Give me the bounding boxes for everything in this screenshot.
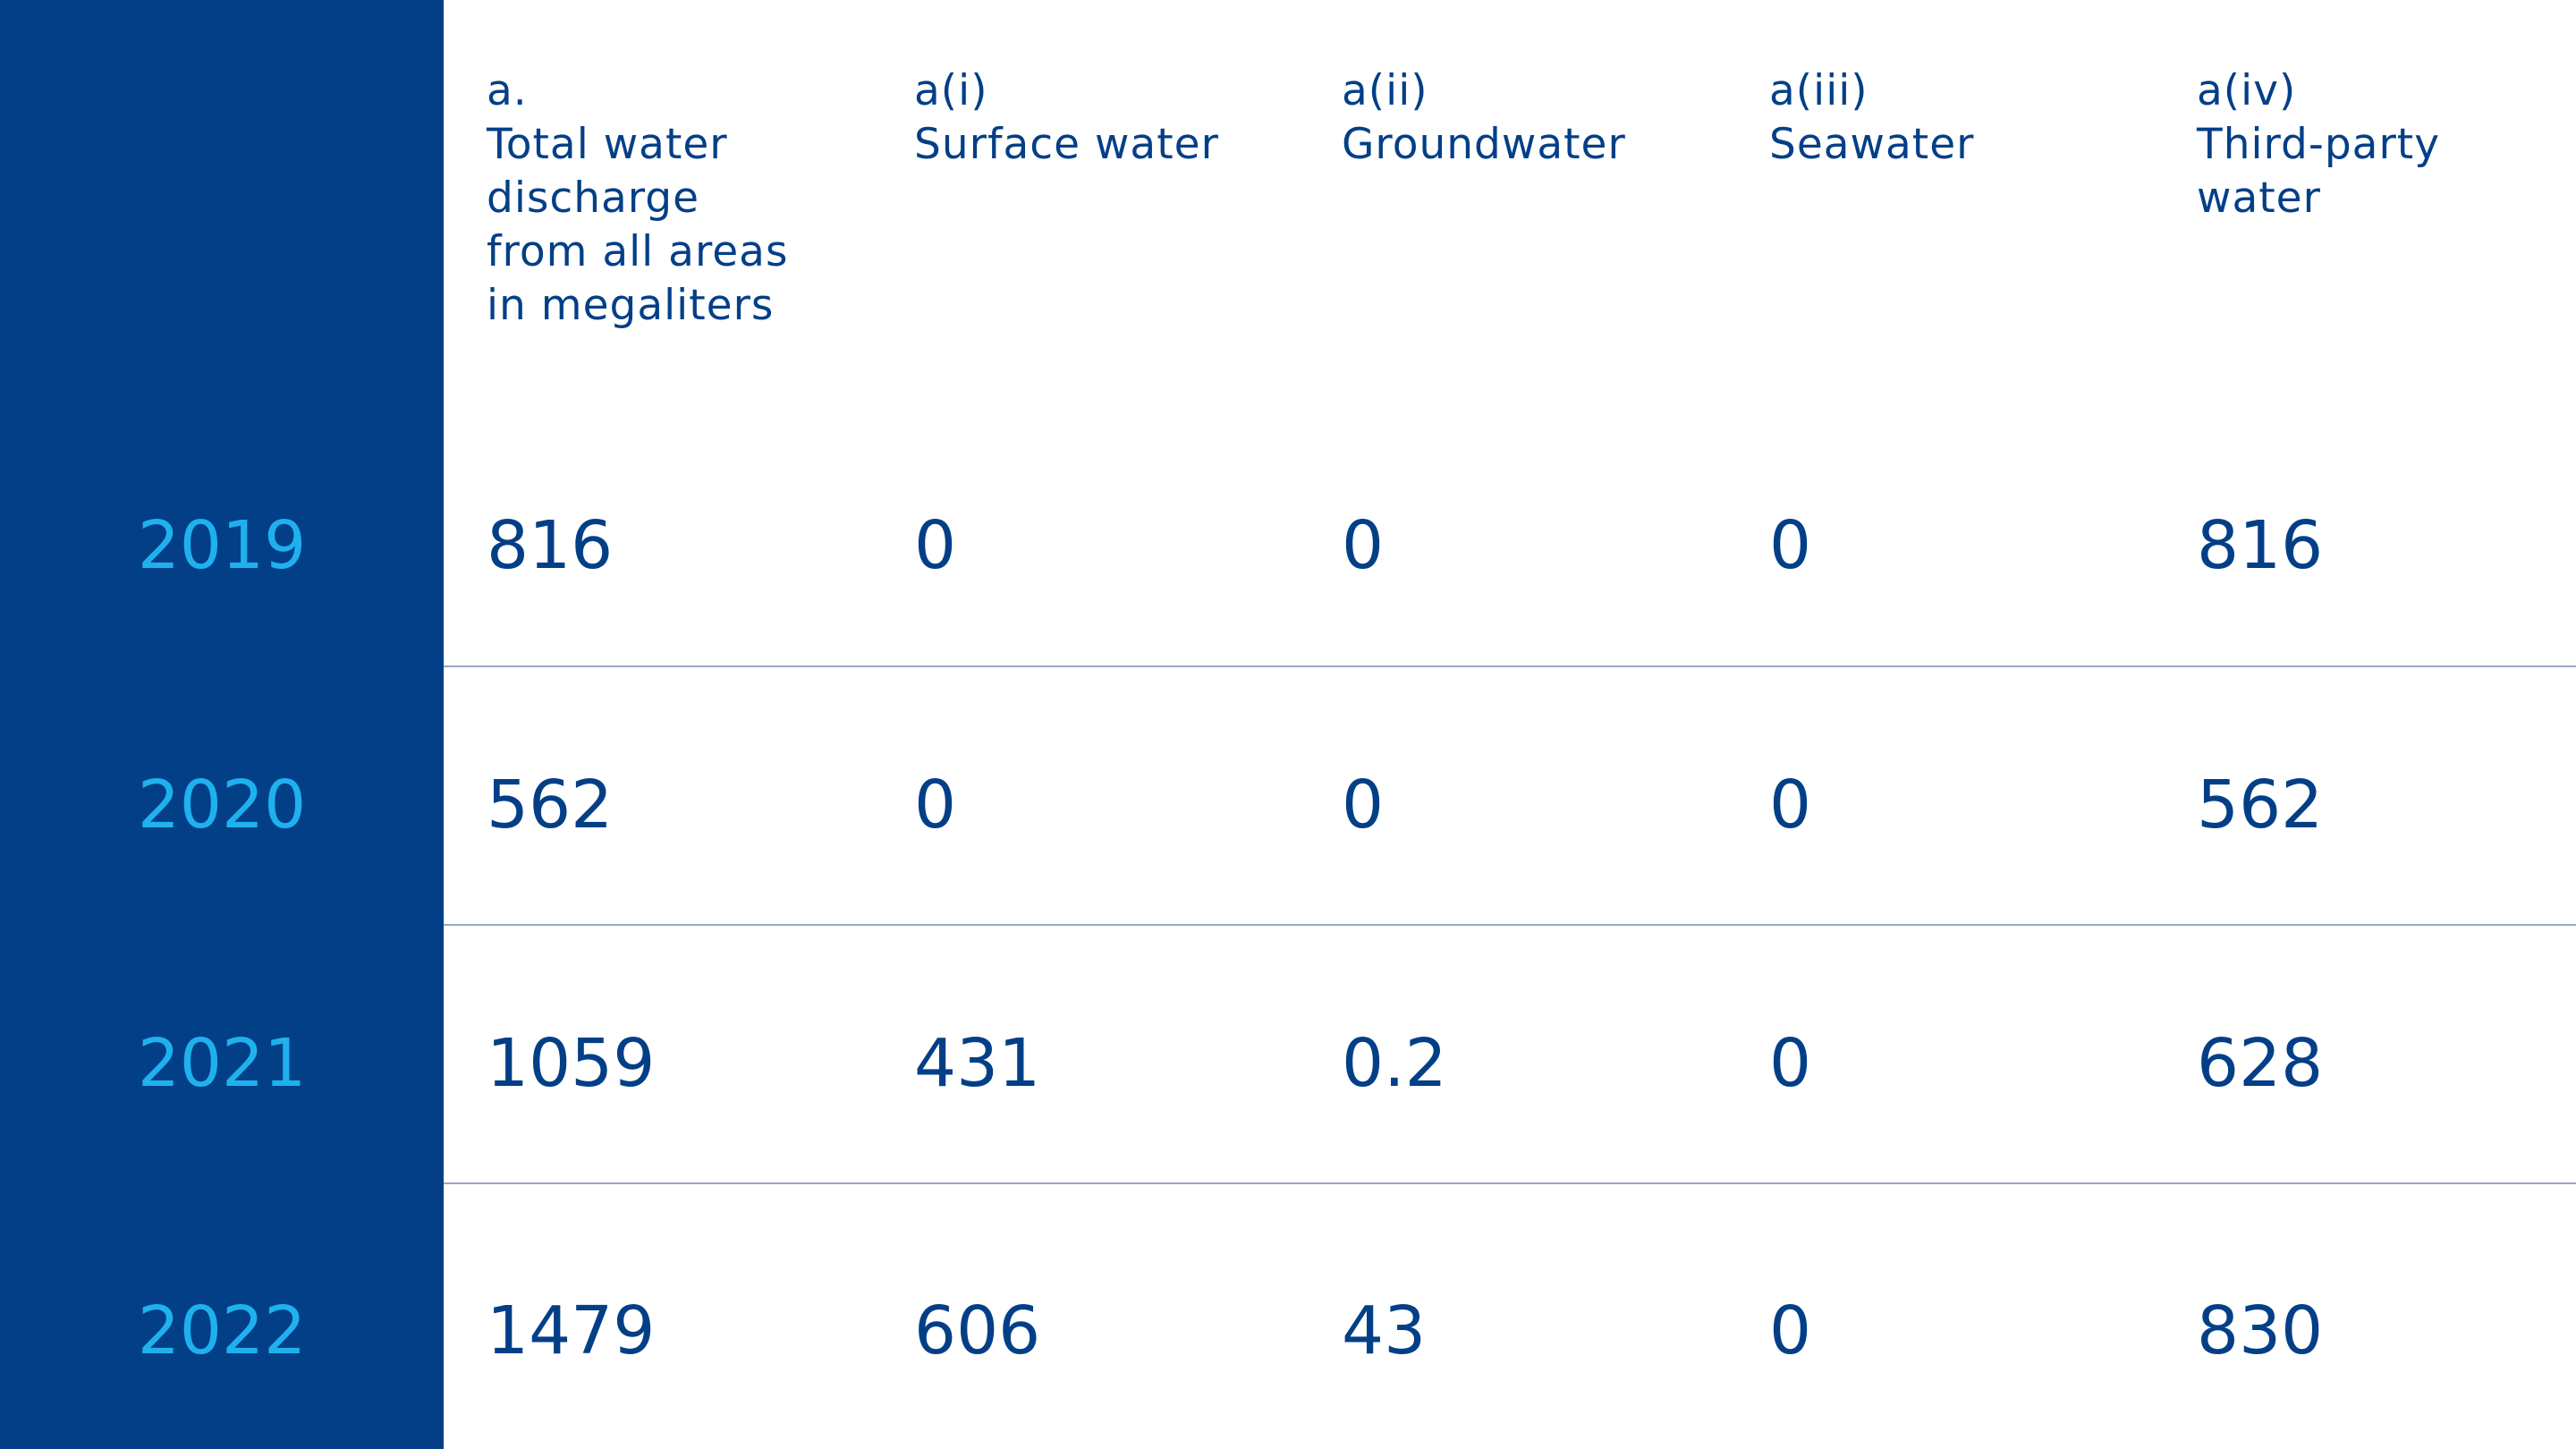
cell-seawater: 0	[1769, 1025, 1812, 1102]
column-label: Surface water	[914, 120, 1219, 169]
row-year-2021: 2021	[137, 1025, 307, 1102]
column-code: a.	[487, 66, 528, 115]
column-header-groundwater: a(ii) Groundwater	[1342, 64, 1753, 172]
cell-surface-water: 431	[914, 1025, 1041, 1102]
cell-total: 1059	[487, 1025, 656, 1102]
cell-third-party-water: 830	[2197, 1292, 2324, 1369]
column-label: Seawater	[1769, 120, 1975, 169]
year-sidebar	[0, 0, 444, 1449]
cell-surface-water: 606	[914, 1292, 1041, 1369]
column-header-seawater: a(iii) Seawater	[1769, 64, 2181, 172]
cell-surface-water: 0	[914, 507, 957, 584]
column-header-third-party-water: a(iv) Third-party water	[2197, 64, 2576, 225]
cell-groundwater: 0	[1342, 767, 1385, 843]
column-code: a(iv)	[2197, 66, 2297, 115]
cell-third-party-water: 562	[2197, 767, 2324, 843]
cell-seawater: 0	[1769, 767, 1812, 843]
row-divider	[444, 1182, 2576, 1184]
column-label: Total water discharge from all areas in …	[487, 120, 789, 330]
row-year-2019: 2019	[137, 507, 307, 584]
row-year-2022: 2022	[137, 1292, 307, 1369]
cell-total: 816	[487, 507, 614, 584]
cell-groundwater: 0	[1342, 507, 1385, 584]
column-code: a(i)	[914, 66, 988, 115]
column-label: Groundwater	[1342, 120, 1626, 169]
cell-seawater: 0	[1769, 507, 1812, 584]
cell-groundwater: 43	[1342, 1292, 1427, 1369]
row-year-2020: 2020	[137, 767, 307, 843]
row-divider	[444, 924, 2576, 926]
cell-third-party-water: 816	[2197, 507, 2324, 584]
cell-total: 562	[487, 767, 614, 843]
cell-seawater: 0	[1769, 1292, 1812, 1369]
column-code: a(iii)	[1769, 66, 1868, 115]
column-header-total: a. Total water discharge from all areas …	[487, 64, 898, 333]
cell-total: 1479	[487, 1292, 656, 1369]
column-code: a(ii)	[1342, 66, 1428, 115]
column-label: Third-party water	[2197, 120, 2441, 223]
cell-groundwater: 0.2	[1342, 1025, 1447, 1102]
cell-third-party-water: 628	[2197, 1025, 2324, 1102]
row-divider	[444, 665, 2576, 667]
cell-surface-water: 0	[914, 767, 957, 843]
column-header-surface-water: a(i) Surface water	[914, 64, 1326, 172]
